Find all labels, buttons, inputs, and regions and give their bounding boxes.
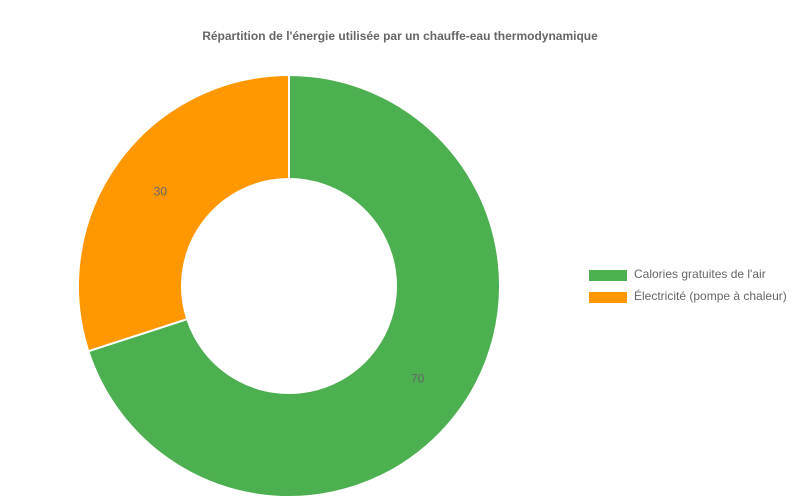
legend-swatch xyxy=(589,292,627,303)
slice xyxy=(87,73,501,498)
legend-swatch xyxy=(589,270,627,281)
slice xyxy=(77,73,290,353)
legend-label: Électricité (pompe à chaleur) xyxy=(634,288,787,303)
legend-label: Calories gratuites de l'air xyxy=(634,267,766,281)
data-label: 30 xyxy=(154,185,168,199)
data-label: 70 xyxy=(411,372,425,386)
chart-title: Répartition de l'énergie utilisée par un… xyxy=(202,29,598,43)
